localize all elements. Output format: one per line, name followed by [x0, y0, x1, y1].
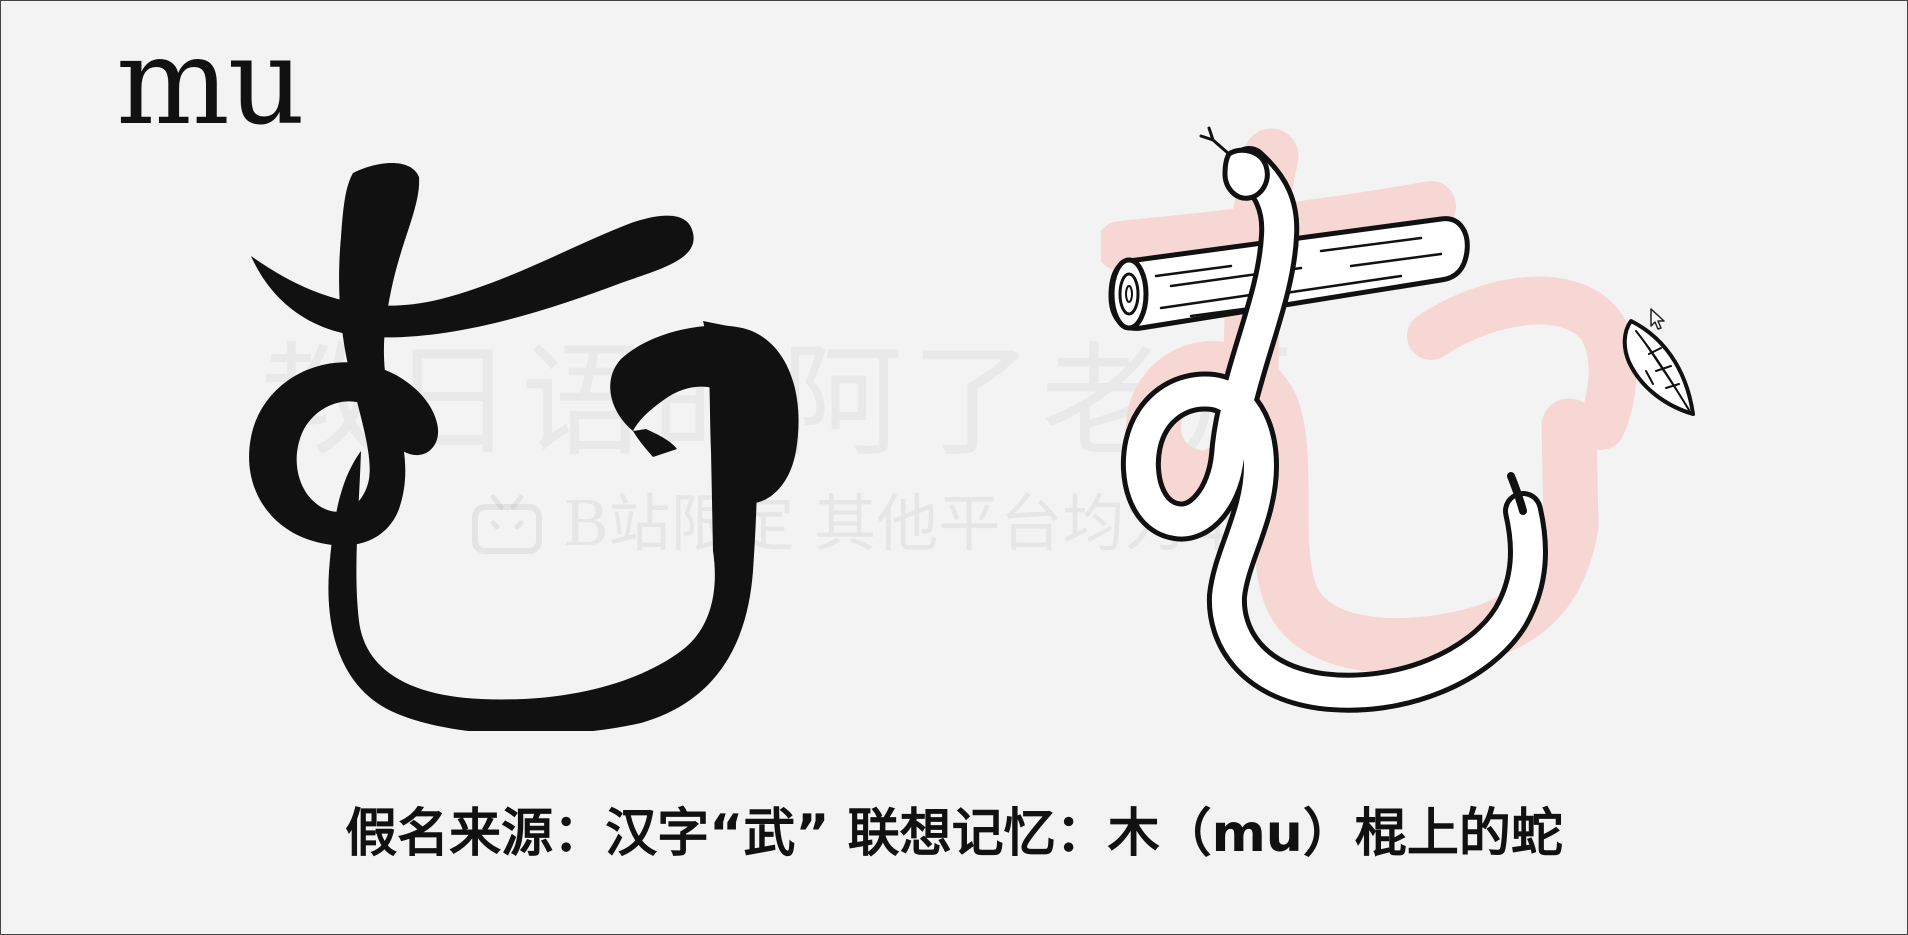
kana-mu-glyph [249, 163, 799, 731]
romaji-label: mu [116, 13, 305, 152]
mouse-pointer-icon [1650, 308, 1665, 330]
leaf [1622, 319, 1695, 416]
white-snake [1120, 126, 1548, 713]
caption: 假名来源：汉字“武” 联想记忆：木（mu）棍上的蛇 [345, 804, 1563, 864]
snake-on-stick-illustration [1101, 126, 1695, 713]
